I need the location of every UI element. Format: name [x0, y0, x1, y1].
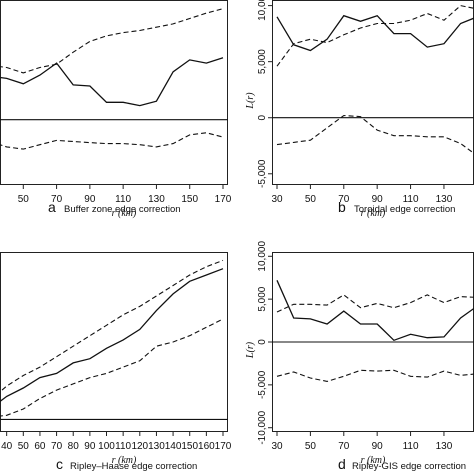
x-axis-label: r (km) [361, 455, 386, 466]
y-tick-label: 10,000 [257, 0, 268, 21]
x-tick-label: 110 [403, 194, 419, 205]
x-tick-label: 90 [84, 194, 96, 205]
y-axis-label: L(r) [245, 92, 256, 110]
envelope-line [0, 318, 224, 417]
x-tick-label: 160 [198, 441, 215, 452]
x-tick-label: 150 [181, 194, 198, 205]
x-tick-label: 70 [338, 441, 350, 452]
envelope-line [276, 369, 474, 382]
x-axis-label: r (km) [361, 208, 386, 219]
panel-a: 50 70 90 110 130 150 170 r (km) a Buffer zone edg… [0, 0, 232, 219]
y-tick-label: -10,000 [257, 410, 268, 444]
panel-caption-letter: b [338, 199, 346, 215]
y-tick-label: 0 [257, 115, 268, 121]
x-tick-label: 70 [51, 441, 63, 452]
observed-line [0, 57, 224, 107]
x-tick-label: 100 [98, 441, 115, 452]
envelope-line [0, 8, 224, 74]
panel-b: 30 50 70 90 110 130 10,000 5,000 0 -5,000 L(r) r (k… [245, 0, 474, 219]
x-tick-label: 110 [115, 441, 131, 452]
x-tick-label: 40 [1, 441, 13, 452]
panel-d: 30 50 70 90 110 130 10,000 5,000 0 -5,000 -10,000 L… [245, 241, 474, 472]
observed-line [0, 268, 224, 403]
observed-line [276, 14, 474, 52]
envelope-line [0, 132, 224, 150]
observed-line [276, 280, 474, 342]
x-axis-label: r (km) [112, 455, 137, 466]
envelope-line [276, 114, 474, 155]
plot-frame [272, 0, 474, 185]
x-tick-label: 110 [115, 194, 131, 205]
x-tick-label: 90 [372, 194, 384, 205]
x-tick-label: 50 [18, 194, 30, 205]
x-tick-label: 130 [436, 194, 453, 205]
x-tick-label: 130 [436, 441, 453, 452]
x-tick-label: 50 [18, 441, 30, 452]
x-tick-label: 30 [271, 441, 283, 452]
x-tick-label: 130 [148, 441, 165, 452]
y-tick-label: -5,000 [257, 370, 268, 399]
panel-caption-text: Toroidal edge correction [354, 204, 455, 215]
panel-caption-letter: c [56, 456, 63, 472]
x-tick-label: 130 [148, 194, 165, 205]
x-tick-label: 30 [271, 194, 283, 205]
panel-caption-letter: d [338, 456, 346, 472]
x-tick-label: 170 [215, 441, 232, 452]
panel-caption-letter: a [48, 199, 56, 215]
panel-caption-text: Buffer zone edge correction [64, 204, 181, 215]
panel-c: 40 50 60 70 80 90 100 110 120 130 140 150 160 170 r (k… [0, 252, 232, 472]
x-tick-label: 150 [181, 441, 198, 452]
x-tick-label: 70 [338, 194, 350, 205]
x-tick-label: 60 [34, 441, 46, 452]
y-tick-label: -5,000 [257, 159, 268, 188]
x-tick-label: 90 [372, 441, 384, 452]
x-tick-label: 50 [305, 441, 317, 452]
x-tick-label: 70 [51, 194, 63, 205]
x-tick-label: 50 [305, 194, 317, 205]
y-tick-label: 10,000 [257, 241, 268, 272]
panel-caption-text: Ripley–Haase edge correction [70, 461, 197, 472]
envelope-line [276, 294, 474, 313]
envelope-line [0, 259, 224, 393]
y-axis-label: L(r) [245, 341, 256, 359]
y-tick-label: 0 [257, 339, 268, 345]
y-tick-label: 5,000 [257, 286, 268, 311]
plot-frame [0, 252, 228, 432]
plot-frame [0, 0, 228, 185]
x-tick-label: 90 [84, 441, 96, 452]
x-tick-label: 140 [165, 441, 182, 452]
panel-caption-text: Ripley-GIS edge correction [352, 461, 466, 472]
x-tick-label: 110 [403, 441, 419, 452]
envelope-line [276, 5, 474, 67]
x-tick-label: 120 [131, 441, 148, 452]
x-tick-label: 170 [215, 194, 232, 205]
y-tick-label: 5,000 [257, 49, 268, 74]
x-tick-label: 80 [68, 441, 80, 452]
x-axis-label: r (km) [112, 208, 137, 219]
